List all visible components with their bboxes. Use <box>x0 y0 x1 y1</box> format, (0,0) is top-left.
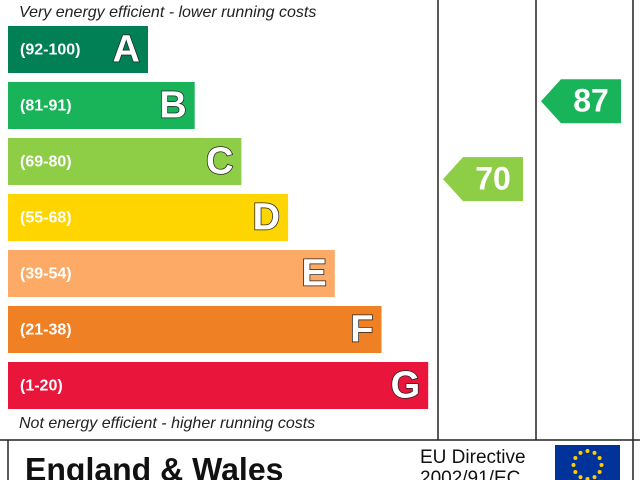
rating-arrow <box>443 157 523 202</box>
flag-star <box>585 477 590 480</box>
flag-star <box>578 475 583 480</box>
flag-star <box>571 463 576 467</box>
flag-star <box>597 470 602 474</box>
rating-arrow <box>541 79 621 124</box>
flag-star <box>585 449 590 453</box>
rating-value: 70 <box>475 161 511 197</box>
band-range: (21-38) <box>20 322 72 339</box>
band-letter: F <box>350 309 373 351</box>
eu-flag <box>555 445 620 480</box>
region: England & Wales <box>25 451 283 480</box>
band <box>8 138 242 185</box>
band-letter: G <box>391 365 421 407</box>
flag-star <box>592 475 597 480</box>
band-letter: B <box>159 85 186 127</box>
band-range: (69-80) <box>20 154 72 171</box>
band-letter: D <box>253 197 280 239</box>
band <box>8 306 382 353</box>
band-range: (39-54) <box>20 266 72 283</box>
band-range: (55-68) <box>20 210 72 227</box>
flag-star <box>573 470 578 474</box>
flag-star <box>597 456 602 460</box>
band-letter: C <box>206 141 233 183</box>
directive: EU Directive <box>420 447 526 468</box>
band <box>8 250 335 297</box>
flag-star <box>599 463 604 467</box>
band <box>8 82 195 129</box>
flag-star <box>578 450 583 455</box>
band-range: (1-20) <box>20 378 63 395</box>
rating-value: 87 <box>573 83 609 119</box>
top-note: Very energy efficient - lower running co… <box>19 4 316 21</box>
flag-star <box>592 450 597 455</box>
flag-star <box>573 456 578 460</box>
directive: 2002/91/EC <box>420 468 520 480</box>
band <box>8 362 429 409</box>
band-range: (81-91) <box>20 98 72 115</box>
band-range: (92-100) <box>20 42 80 59</box>
band-letter: A <box>113 29 140 71</box>
band-letter: E <box>301 253 326 295</box>
band <box>8 194 289 241</box>
flag-stars <box>571 449 604 480</box>
band <box>8 26 148 73</box>
bottom-note: Not energy efficient - higher running co… <box>19 415 315 432</box>
